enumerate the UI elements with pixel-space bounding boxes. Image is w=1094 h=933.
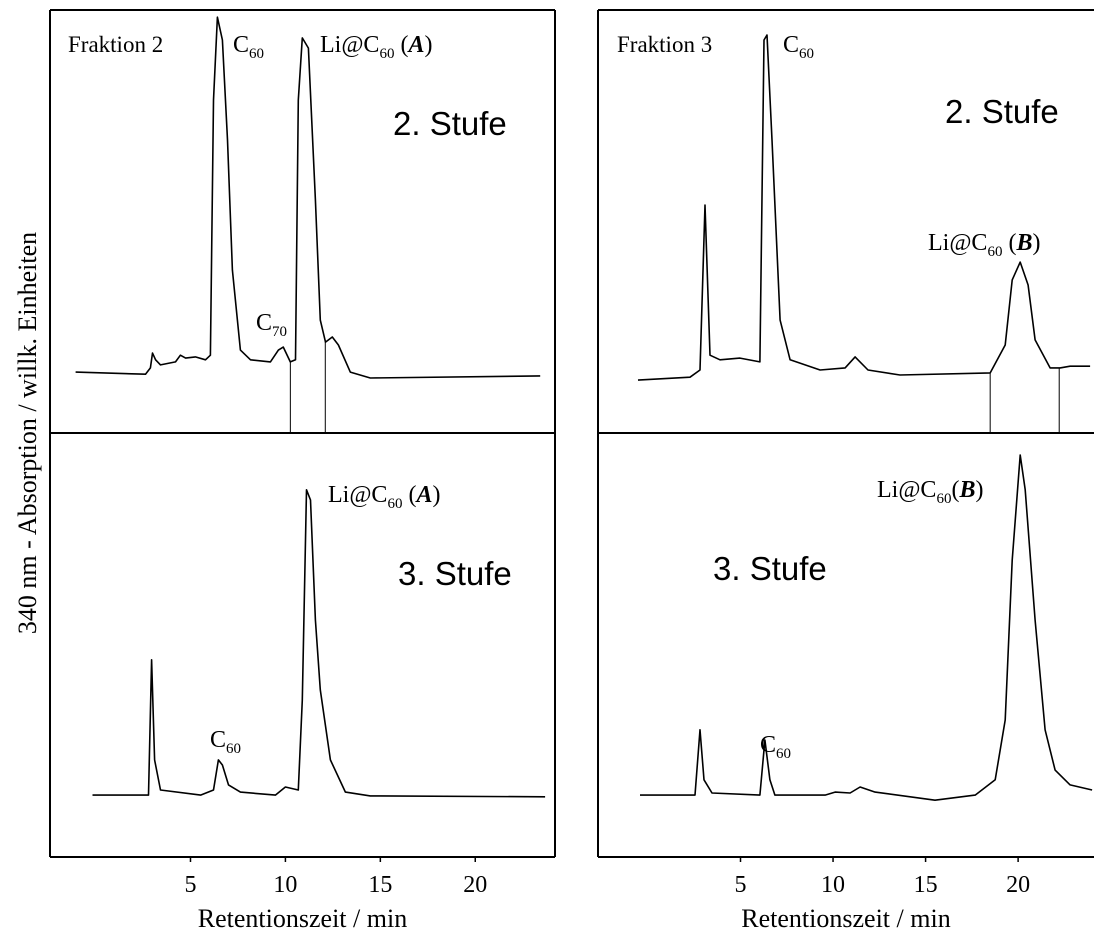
peak-label-part: Li@C bbox=[928, 230, 987, 256]
peak-label: Li@C60 (A) bbox=[328, 482, 440, 512]
peak-label: Li@C60(B) bbox=[877, 477, 983, 507]
peak-label-part: ) bbox=[1032, 230, 1040, 256]
peak-label-part: 60 bbox=[776, 746, 791, 762]
chromatogram bbox=[75, 16, 541, 379]
x-tick-label: 20 bbox=[463, 872, 487, 898]
peak-label: C70 bbox=[256, 310, 287, 340]
panel-title: Fraktion 3 bbox=[617, 32, 712, 57]
chromatogram bbox=[640, 454, 1093, 801]
stage-label: 2. Stufe bbox=[945, 93, 1059, 130]
x-tick-label: 20 bbox=[1006, 872, 1030, 898]
x-tick-label: 10 bbox=[273, 872, 297, 898]
stage-label: 3. Stufe bbox=[713, 550, 827, 587]
peak-label-part: B bbox=[1015, 230, 1032, 256]
peak-label-part: ( bbox=[402, 482, 416, 508]
peak-label-part: B bbox=[958, 477, 975, 503]
x-axis-label: Retentionszeit / min bbox=[741, 904, 950, 933]
peak-label-part: A bbox=[414, 482, 432, 508]
peak-label-part: C bbox=[210, 727, 226, 753]
peak-label: Li@C60 (B) bbox=[928, 230, 1040, 260]
peak-label: C60 bbox=[233, 32, 264, 62]
peak-label-part: A bbox=[406, 32, 424, 58]
peak-label-part: C bbox=[760, 732, 776, 758]
x-tick-label: 5 bbox=[184, 872, 196, 898]
stage-label: 2. Stufe bbox=[393, 105, 507, 142]
peak-label: C60 bbox=[210, 727, 241, 757]
peak-label-part: Li@C bbox=[877, 477, 936, 503]
peak-label: C60 bbox=[760, 732, 791, 762]
x-tick-label: 15 bbox=[368, 872, 392, 898]
x-tick-label: 10 bbox=[821, 872, 845, 898]
peak-label-part: 60 bbox=[379, 46, 394, 62]
peak-label-part: 60 bbox=[987, 244, 1002, 260]
chromatogram bbox=[637, 34, 1091, 381]
chromatogram bbox=[92, 489, 546, 798]
peak-label-part: C bbox=[783, 32, 799, 58]
peak-label-part: 60 bbox=[387, 496, 402, 512]
peak-label-part: 60 bbox=[249, 46, 264, 62]
peak-label-part: ( bbox=[1002, 230, 1016, 256]
peak-label-part: 70 bbox=[272, 324, 287, 340]
peak-label-part: ( bbox=[394, 32, 408, 58]
peak-label: C60 bbox=[783, 32, 814, 62]
y-axis-label: 340 nm - Absorption / willk. Einheiten bbox=[13, 232, 42, 634]
peak-label-part: ) bbox=[975, 477, 983, 503]
stage-label: 3. Stufe bbox=[398, 555, 512, 592]
x-tick-label: 15 bbox=[914, 872, 938, 898]
peak-label-part: ) bbox=[424, 32, 432, 58]
panel-title: Fraktion 2 bbox=[68, 32, 163, 57]
peak-label-part: Li@C bbox=[320, 32, 379, 58]
peak-label-part: ( bbox=[951, 477, 959, 503]
peak-label-part: 60 bbox=[799, 46, 814, 62]
peak-label-part: C bbox=[256, 310, 272, 336]
x-tick-label: 5 bbox=[735, 872, 747, 898]
peak-label-part: 60 bbox=[226, 741, 241, 757]
peak-label: Li@C60 (A) bbox=[320, 32, 432, 62]
peak-label-part: Li@C bbox=[328, 482, 387, 508]
x-axis-label: Retentionszeit / min bbox=[198, 904, 407, 933]
peak-label-part: C bbox=[233, 32, 249, 58]
peak-label-part: ) bbox=[432, 482, 440, 508]
peak-label-part: 60 bbox=[936, 491, 951, 507]
